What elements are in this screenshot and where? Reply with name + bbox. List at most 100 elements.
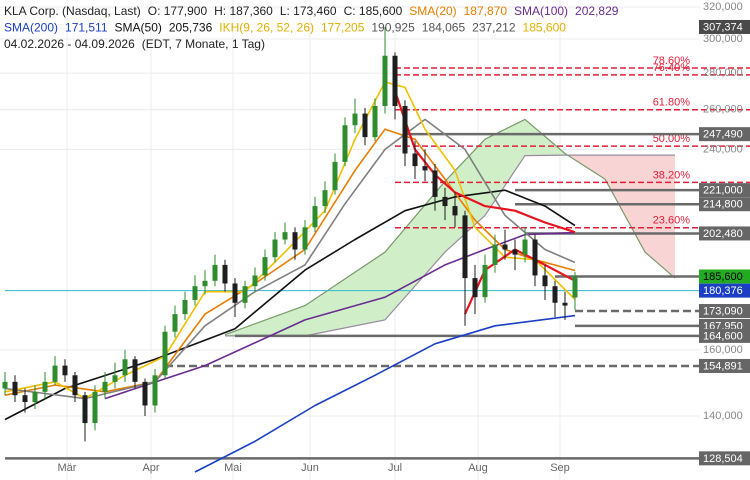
- y-tick-label: 240,000: [703, 143, 743, 155]
- y-tick-label: 280,000: [703, 67, 743, 79]
- level-label-box: [699, 283, 750, 298]
- level-label: 173,090: [703, 305, 743, 317]
- fib-label: 78.60%: [653, 55, 691, 67]
- level-label: 247,490: [703, 129, 743, 141]
- header-item: C: 185,600: [344, 4, 403, 18]
- candle-body: [132, 359, 138, 382]
- level-label-box: [699, 19, 750, 34]
- candle-body: [382, 55, 388, 106]
- x-tick-label: Mai: [224, 462, 242, 474]
- candle-body: [332, 161, 338, 191]
- header-item: 190,925: [371, 21, 415, 35]
- level-label-box: [699, 197, 750, 212]
- level-label: 221,000: [703, 185, 743, 197]
- header-item: SMA(20): [409, 4, 456, 18]
- header-item: SMA(200): [4, 21, 58, 35]
- level-label-box: [699, 183, 750, 198]
- header-item: 187,870: [464, 4, 508, 18]
- candle-body: [292, 232, 298, 250]
- x-tick-label: Apr: [142, 462, 159, 474]
- y-tick-label: 260,000: [703, 104, 743, 116]
- level-label: 214,800: [703, 199, 743, 211]
- indicator-line: [104, 231, 576, 400]
- candle-body: [482, 264, 488, 298]
- candle-body: [572, 276, 578, 298]
- candles: [2, 26, 578, 442]
- candle-body: [562, 302, 568, 306]
- candle-body: [322, 190, 328, 207]
- candle-body: [122, 359, 128, 376]
- header-item: 185,600: [523, 21, 567, 35]
- level-label: 180,376: [703, 285, 743, 297]
- x-tick-label: Aug: [468, 462, 488, 474]
- candle-body: [32, 391, 38, 403]
- candle-body: [2, 381, 8, 389]
- x-tick-label: Sep: [550, 462, 570, 474]
- span-a: [224, 118, 676, 336]
- candle-body: [112, 375, 118, 382]
- y-tick-label: 160,000: [703, 344, 743, 356]
- candle-body: [102, 381, 108, 392]
- header-item: 184,065: [422, 21, 466, 35]
- candle-body: [172, 314, 178, 332]
- level-label: 128,504: [703, 453, 743, 465]
- candle-body: [472, 278, 478, 298]
- header-line: 04.02.2026 - 04.09.2026 (EDT, 7 Monate, 1…: [4, 37, 265, 51]
- candle-body: [412, 153, 418, 167]
- header-item: 171,511: [65, 21, 108, 35]
- level-label-box: [699, 328, 750, 343]
- candle-body: [212, 264, 218, 281]
- y-tick-label: 140,000: [703, 410, 743, 422]
- fib-label: 50.00%: [653, 133, 691, 145]
- candle-body: [232, 283, 238, 303]
- candle-body: [192, 286, 198, 300]
- candle-body: [252, 275, 258, 287]
- candle-body: [42, 381, 48, 392]
- level-label-box: [699, 358, 750, 373]
- candle-body: [72, 375, 78, 396]
- candle-body: [372, 105, 378, 138]
- candle-body: [62, 365, 68, 376]
- indicator-line: [194, 314, 576, 473]
- candle-body: [182, 299, 188, 315]
- span-b: [225, 154, 675, 337]
- candle-body: [542, 275, 548, 287]
- candle-body: [82, 395, 88, 424]
- candle-body: [202, 280, 208, 287]
- fib-label: 61.80%: [653, 97, 691, 109]
- header-item: (EDT, 7 Monate, 1 Tag): [142, 37, 265, 51]
- candle-body: [402, 105, 408, 154]
- fib-label: 76.40%: [653, 62, 691, 74]
- header-line: SMA(200) 171,511 SMA(50) 205,736 IKH(9, 26, …: [4, 21, 566, 35]
- header-item: IKH(9, 26, 52, 26): [219, 21, 314, 35]
- candle-body: [222, 264, 228, 284]
- y-tick-label: 300,000: [703, 33, 743, 45]
- candle-body: [552, 286, 558, 303]
- candle-body: [502, 244, 508, 250]
- header-item: SMA(100): [514, 4, 568, 18]
- candle-body: [462, 215, 468, 279]
- candle-body: [242, 286, 248, 303]
- level-label-box: [699, 226, 750, 241]
- candle-body: [532, 239, 538, 276]
- candle-body: [302, 227, 308, 250]
- level-label-box: [699, 127, 750, 142]
- candle-body: [142, 381, 148, 406]
- candle-body: [362, 113, 368, 138]
- candle-body: [512, 249, 518, 255]
- indicator-line: [393, 90, 576, 234]
- candle-body: [422, 166, 428, 171]
- candle-body: [52, 365, 58, 382]
- candle-body: [392, 55, 398, 106]
- header: KLA Corp. (Nasdaq, Last) O: 177,900 H: 187…: [4, 4, 619, 51]
- candle-body: [162, 331, 168, 376]
- level-label-box: [699, 304, 750, 319]
- levels: 78.60%76.40% 61.80% 50.00% 38.20% 23.60%: [5, 55, 750, 460]
- level-label: 164,600: [703, 330, 743, 342]
- header-item: 205,736: [169, 21, 213, 35]
- cloud-segment: [385, 181, 445, 320]
- candle-body: [22, 395, 28, 403]
- level-label-box: [699, 269, 750, 284]
